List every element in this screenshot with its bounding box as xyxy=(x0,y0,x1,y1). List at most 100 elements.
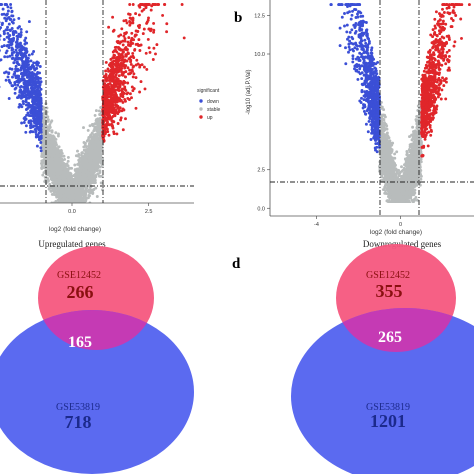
volcano-a-point-down xyxy=(7,97,11,100)
volcano-a-point-down xyxy=(6,31,10,35)
volcano-a-point-stable xyxy=(71,196,75,200)
volcano-a-point-down xyxy=(24,73,28,77)
volcano-a-point-stable xyxy=(57,145,60,149)
volcano-a-point-stable xyxy=(76,149,79,153)
volcano-a-point-down xyxy=(8,80,12,84)
volcano-a-point-up xyxy=(121,43,125,47)
volcano-a-point-down xyxy=(36,77,40,81)
volcano-a-point-down xyxy=(0,49,1,52)
volcano-a-point-stable xyxy=(48,133,52,137)
volcano-a-point-stable xyxy=(57,176,61,180)
volcano-a-point-down xyxy=(22,121,26,124)
volcano-a-point-stable xyxy=(57,192,61,196)
volcano-a-point-stable xyxy=(89,161,93,165)
volcano-a-point-down xyxy=(30,94,34,98)
volcano-a-point-stable xyxy=(75,167,79,171)
volcano-a-point-down xyxy=(12,72,16,76)
volcano-a-point-down xyxy=(17,95,21,99)
volcano-a-point-stable xyxy=(88,143,91,147)
volcano-a-point-stable xyxy=(50,145,53,148)
volcano-a-point-up xyxy=(131,41,135,45)
volcano-a-point-down xyxy=(0,3,4,6)
volcano-a-point-down xyxy=(24,130,28,134)
volcano-a-point-stable xyxy=(85,189,89,193)
volcano-a-point-down xyxy=(31,76,35,80)
volcano-a-point-stable xyxy=(62,172,66,176)
volcano-a-point-up xyxy=(126,40,130,44)
volcano-a-point-stable xyxy=(55,187,59,190)
volcano-a-point-stable xyxy=(51,167,55,170)
volcano-a-point-down xyxy=(0,58,3,62)
volcano-a-point-down xyxy=(27,79,31,83)
volcano-a-point-stable xyxy=(46,136,50,140)
volcano-a-point-down xyxy=(9,3,13,6)
volcano-a-point-down xyxy=(5,13,9,17)
volcano-a-point-stable xyxy=(96,172,100,176)
volcano-a-point-stable xyxy=(80,151,84,155)
volcano-a-point-up xyxy=(161,13,165,17)
volcano-a-point-down xyxy=(19,56,23,60)
volcano-a-point-stable xyxy=(59,190,63,194)
volcano-a-point-stable xyxy=(93,126,97,130)
volcano-a-point-up xyxy=(137,38,141,42)
volcano-a-point-stable xyxy=(86,164,90,168)
volcano-a-point-stable xyxy=(42,129,46,133)
volcano-a-point-down xyxy=(22,85,26,89)
volcano-a-point-down xyxy=(21,60,25,64)
volcano-a-point-down xyxy=(39,122,43,126)
volcano-a-point-up xyxy=(131,51,135,55)
volcano-a-point-stable xyxy=(99,106,103,109)
volcano-a-point-down xyxy=(22,81,26,85)
volcano-a-point-stable xyxy=(77,161,81,165)
volcano-a-point-stable xyxy=(93,161,96,164)
volcano-a-point-stable xyxy=(96,131,100,135)
volcano-a-point-up xyxy=(134,12,138,16)
volcano-a-point-up xyxy=(121,100,125,104)
volcano-a-point-stable xyxy=(73,163,77,167)
volcano-a-point-down xyxy=(27,72,31,76)
volcano-a-point-stable xyxy=(90,131,94,135)
volcano-a-point-down xyxy=(29,129,33,133)
volcano-a-point-down xyxy=(19,88,23,92)
volcano-a-point-down xyxy=(14,40,18,44)
volcano-a-point-down xyxy=(29,119,33,123)
volcano-a-point-down xyxy=(11,32,15,36)
volcano-a-point-up xyxy=(128,44,132,48)
volcano-a-point-down xyxy=(28,103,32,107)
volcano-a-point-down xyxy=(15,34,19,38)
volcano-a-point-down xyxy=(5,44,9,48)
volcano-a-point-stable xyxy=(86,128,90,132)
volcano-a-point-stable xyxy=(56,134,60,138)
volcano-a-point-stable xyxy=(76,198,80,201)
volcano-a-point-stable xyxy=(42,160,46,164)
volcano-a-point-down xyxy=(35,66,39,70)
volcano-a-point-up xyxy=(117,74,121,78)
volcano-a-point-stable xyxy=(89,134,93,138)
volcano-a-point-stable xyxy=(50,192,54,196)
volcano-a-point-stable xyxy=(51,136,55,139)
volcano-a-point-stable xyxy=(98,159,102,163)
volcano-a-point-down xyxy=(27,96,31,100)
volcano-a-point-stable xyxy=(80,176,84,180)
volcano-a-point-stable xyxy=(60,182,64,186)
volcano-a-point-stable xyxy=(66,172,70,175)
volcano-a-point-stable xyxy=(66,155,70,159)
volcano-a-point-stable xyxy=(95,164,99,167)
volcano-a-point-stable xyxy=(98,130,102,134)
volcano-a-point-stable xyxy=(71,178,75,182)
volcano-a-point-stable xyxy=(53,176,57,180)
volcano-a-point-stable xyxy=(53,150,57,154)
volcano-a-point-down xyxy=(24,108,28,111)
volcano-a-point-up xyxy=(119,33,123,37)
volcano-a-point-stable xyxy=(96,139,100,143)
volcano-a-point-stable xyxy=(93,181,97,185)
volcano-a-point-stable xyxy=(62,175,66,179)
volcano-a-point-up xyxy=(124,70,128,74)
volcano-a-point-stable xyxy=(49,189,53,193)
volcano-a-point-stable xyxy=(46,143,50,147)
volcano-a-point-down xyxy=(32,50,36,53)
volcano-a-point-stable xyxy=(44,178,47,182)
volcano-a-point-stable xyxy=(96,152,100,156)
volcano-a-point-stable xyxy=(59,179,63,183)
volcano-a-point-stable xyxy=(54,190,58,194)
